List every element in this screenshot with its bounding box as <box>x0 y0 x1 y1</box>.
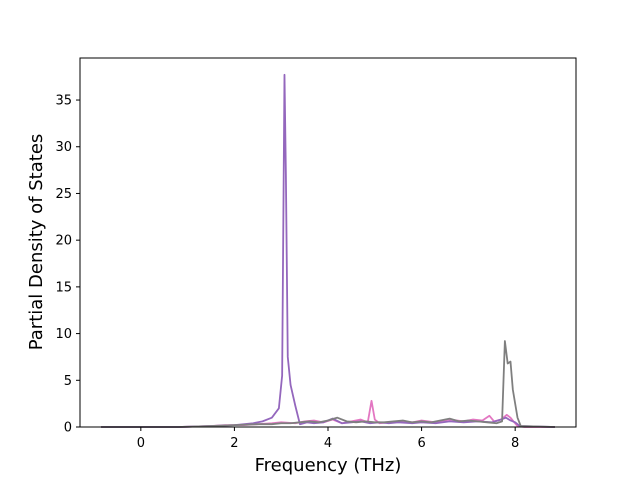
y-tick-label: 10 <box>55 327 72 342</box>
x-tick-label: 2 <box>230 436 238 451</box>
y-axis-label: Partial Density of States <box>26 134 47 351</box>
series-line-2 <box>101 73 555 428</box>
y-tick-label: 0 <box>64 421 72 436</box>
y-tick-label: 25 <box>55 187 72 202</box>
y-axis-ticks: 0 5 10 15 20 25 30 35 <box>55 94 80 436</box>
x-axis-ticks: 0 2 4 6 8 <box>137 427 519 451</box>
x-tick-label: 0 <box>137 436 145 451</box>
series-layer <box>101 73 555 428</box>
y-tick-label: 5 <box>64 374 72 389</box>
y-tick-label: 20 <box>55 234 72 249</box>
x-axis-label: Frequency (THz) <box>255 455 402 476</box>
y-tick-label: 30 <box>55 140 72 155</box>
x-tick-label: 8 <box>511 436 519 451</box>
x-tick-label: 4 <box>324 436 332 451</box>
plot-frame <box>79 57 577 428</box>
x-tick-label: 6 <box>417 436 425 451</box>
y-tick-label: 15 <box>55 280 72 295</box>
series-line-3 <box>101 340 555 428</box>
y-tick-label: 35 <box>55 94 72 109</box>
